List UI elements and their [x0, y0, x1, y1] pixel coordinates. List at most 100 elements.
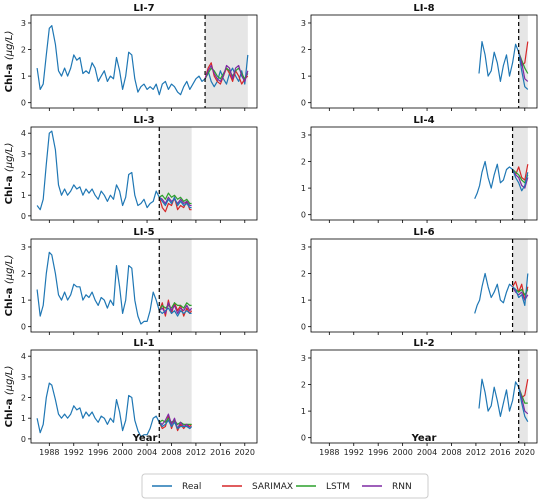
panel-title: LI-2 [413, 338, 434, 349]
y-tick-label: 1 [21, 72, 26, 81]
y-tick-label: 0 [21, 212, 26, 221]
forecast-region [518, 15, 528, 108]
panel-li-4: LI-4 0 1 2 3 [301, 115, 538, 223]
series-line-lstm [158, 302, 192, 311]
panel-li-3: LI-3 0 1 2 3 4 Chl-a (µg/L) [4, 115, 258, 223]
y-tick-label: 0 [21, 435, 26, 444]
plot-frame [310, 14, 538, 109]
plot-frame [30, 126, 258, 221]
forecast-region [159, 239, 192, 332]
panel-title: LI-7 [133, 3, 154, 14]
y-tick-label: 3 [301, 243, 306, 252]
y-tick-label: 2 [301, 381, 306, 390]
plot-frame [310, 349, 538, 444]
series-line-real [518, 387, 529, 422]
x-tick-label: 1996 [368, 448, 388, 457]
series-line-rnn [512, 169, 529, 189]
y-tick-label: 1 [21, 191, 26, 200]
series-line-sarimax [158, 299, 193, 317]
panel-title: LI-1 [133, 338, 154, 349]
x-tick-label: 2008 [161, 448, 181, 457]
y-axis-label-prefix: Chl-a [4, 395, 15, 427]
panels: LI-7 0 1 2 3 Chl-a (µg/L) LI-8 0 1 2 3 LI-3 0 1 2 3 4 Chl… [4, 3, 538, 457]
y-axis-label-unit: (µg/L) [4, 366, 15, 395]
series-line-real [518, 52, 529, 90]
x-tick-label: 2000 [112, 448, 132, 457]
series-group [36, 25, 249, 96]
series-line-real [36, 382, 160, 438]
series-group [36, 251, 193, 325]
panel-li-7: LI-7 0 1 2 3 Chl-a (µg/L) [4, 3, 258, 111]
y-axis-label: Chl-a (µg/L) [4, 255, 15, 317]
y-tick-label: 0 [301, 434, 306, 443]
y-tick-label: 2 [301, 270, 306, 279]
y-tick-label: 3 [21, 150, 26, 159]
y-tick-label: 3 [21, 19, 26, 28]
series-line-real [474, 160, 513, 199]
series-line-real [474, 272, 513, 314]
y-tick-label: 1 [301, 184, 306, 193]
legend: Real SARIMAX LSTM RNN [141, 473, 429, 499]
forecast-region [159, 350, 192, 443]
series-group [474, 160, 529, 199]
series-line-real [158, 419, 193, 430]
y-axis-label-prefix: Chl-a [4, 284, 15, 316]
panel-li-2: LI-2 0 1 2 3 1988 1992 1996 2000 2004 2008 2012 2016… [301, 338, 538, 457]
y-axis-label: Chl-a (µg/L) [4, 366, 15, 428]
series-line-lstm [158, 192, 192, 205]
forecast-region [512, 239, 528, 332]
y-axis-label: Chl-a (µg/L) [4, 31, 15, 93]
x-tick-label: 2016 [210, 448, 230, 457]
legend-entry-lstm: LSTM [296, 482, 350, 492]
series-line-rnn [158, 302, 193, 314]
series-line-real [36, 251, 160, 325]
y-axis-label-unit: (µg/L) [4, 31, 15, 60]
x-axis-label-left: Year [132, 433, 158, 444]
y-axis-label: Chl-a (µg/L) [4, 143, 15, 205]
y-tick-label: 4 [21, 352, 26, 361]
x-tick-label: 2000 [392, 448, 412, 457]
y-tick-label: 3 [301, 131, 306, 140]
series-line-real [512, 169, 529, 192]
y-tick-label: 2 [21, 394, 26, 403]
x-tick-label: 2012 [186, 448, 206, 457]
x-tick-label: 1988 [39, 448, 59, 457]
series-line-real [512, 273, 529, 306]
series-group [474, 272, 529, 314]
y-tick-label: 1 [301, 72, 306, 81]
panel-li-6: LI-6 0 1 2 3 [301, 227, 538, 335]
plot-frame [310, 238, 538, 333]
panel-li-1: LI-1 0 1 2 3 4 1988 1992 1996 2000 2004 2008 2012 201… [4, 338, 258, 457]
plot-frame [30, 238, 258, 333]
forecast-region [205, 15, 248, 108]
y-tick-label: 0 [301, 99, 306, 108]
series-line-rnn [204, 64, 249, 82]
x-tick-label: 1996 [88, 448, 108, 457]
y-axis-label-unit: (µg/L) [4, 143, 15, 172]
plot-frame [310, 126, 538, 221]
legend-label-lstm: LSTM [326, 482, 350, 492]
y-tick-label: 3 [301, 19, 306, 28]
panel-title: LI-4 [413, 115, 434, 126]
legend-entry-sarimax: SARIMAX [222, 482, 293, 492]
y-tick-label: 1 [301, 407, 306, 416]
x-tick-label: 2012 [466, 448, 486, 457]
y-axis-label-prefix: Chl-a [4, 172, 15, 204]
y-tick-label: 2 [21, 46, 26, 55]
series-line-real [36, 130, 160, 211]
x-tick-label: 2016 [490, 448, 510, 457]
series-group [36, 382, 193, 438]
x-tick-label: 1988 [319, 448, 339, 457]
x-tick-label: 2008 [441, 448, 461, 457]
series-line-rnn [158, 413, 193, 430]
y-tick-label: 2 [21, 270, 26, 279]
panel-title: LI-3 [133, 115, 154, 126]
y-tick-label: 0 [301, 211, 306, 220]
y-tick-label: 1 [301, 296, 306, 305]
x-tick-label: 2004 [137, 448, 157, 457]
panel-title: LI-5 [133, 227, 154, 238]
legend-entry-real: Real [152, 482, 201, 492]
y-tick-label: 1 [21, 296, 26, 305]
y-axis-label-prefix: Chl-a [4, 60, 15, 92]
y-tick-label: 0 [21, 99, 26, 108]
